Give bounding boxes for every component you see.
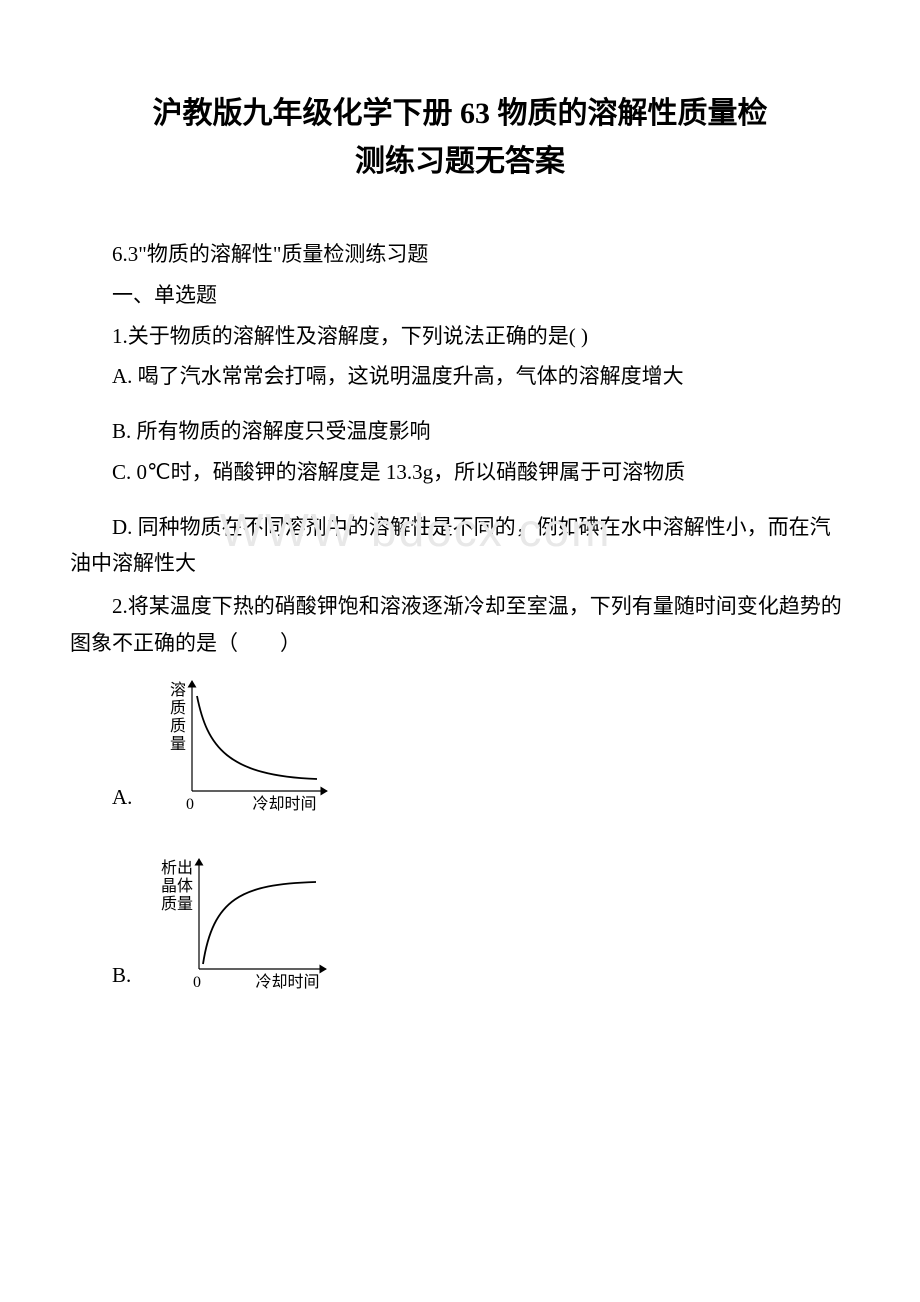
- svg-text:0: 0: [186, 796, 194, 813]
- q1-option-c: C. 0℃时，硝酸钾的溶解度是 13.3g，所以硝酸钾属于可溶物质: [70, 454, 850, 491]
- q2-chart-a: 0冷却时间溶质质量: [142, 666, 342, 816]
- q2-option-b-row: B. 0 冷却时间 析出晶体质量: [70, 844, 850, 994]
- svg-text:溶: 溶: [170, 681, 186, 699]
- svg-text:析出: 析出: [161, 859, 193, 877]
- chart-b-svg: 0 冷却时间 析出晶体质量: [141, 844, 341, 994]
- q2-option-b-label: B.: [70, 957, 131, 994]
- q1-option-d: D. 同种物质在不同溶剂中的溶解性是不同的，例如碘在水中溶解性小，而在汽油中溶解…: [70, 509, 850, 583]
- q1-option-b: B. 所有物质的溶解度只受温度影响: [70, 413, 850, 450]
- svg-text:质量: 质量: [161, 895, 193, 913]
- title-line-2: 测练习题无答案: [70, 138, 850, 186]
- svg-text:晶体: 晶体: [161, 877, 193, 895]
- q2-option-a-row: A. 0冷却时间溶质质量: [70, 666, 850, 816]
- q1-stem: 1.关于物质的溶解性及溶解度，下列说法正确的是( ): [70, 318, 850, 355]
- svg-text:质: 质: [170, 699, 186, 717]
- svg-text:量: 量: [170, 736, 186, 753]
- svg-text:冷却时间: 冷却时间: [253, 795, 317, 813]
- section-heading-1: 一、单选题: [70, 277, 850, 314]
- title-line-1: 沪教版九年级化学下册 63 物质的溶解性质量检: [70, 90, 850, 138]
- q2-stem: 2.将某温度下热的硝酸钾饱和溶液逐渐冷却至室温，下列有量随时间变化趋势的图象不正…: [70, 588, 850, 662]
- q2-chart-b: 0 冷却时间 析出晶体质量: [141, 844, 341, 994]
- chart-a-svg: 0冷却时间溶质质量: [142, 666, 342, 816]
- subtitle: 6.3"物质的溶解性"质量检测练习题: [70, 236, 850, 273]
- svg-text:0: 0: [193, 974, 201, 991]
- svg-text:冷却时间: 冷却时间: [256, 973, 320, 991]
- q2-option-a-label: A.: [70, 779, 132, 816]
- q1-option-a: A. 喝了汽水常常会打嗝，这说明温度升高，气体的溶解度增大: [70, 358, 850, 395]
- svg-text:质: 质: [170, 717, 186, 735]
